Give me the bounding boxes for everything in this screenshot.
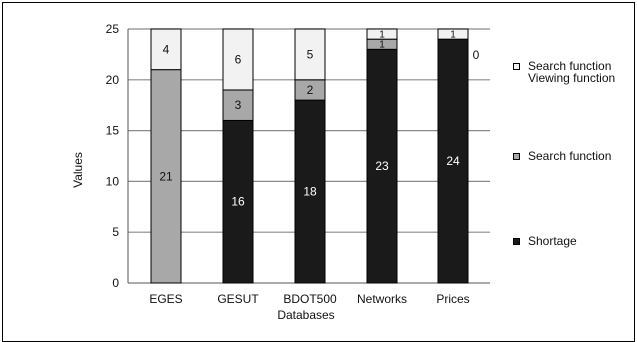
bar-segment xyxy=(294,28,326,81)
data-label: 6 xyxy=(235,52,242,66)
data-label: 3 xyxy=(235,98,242,112)
data-label: 1 xyxy=(450,30,456,41)
y-tick-label: 10 xyxy=(106,174,120,188)
data-label: 21 xyxy=(159,169,173,183)
legend-swatch xyxy=(513,238,520,245)
data-label: 0 xyxy=(473,48,480,62)
y-tick-label: 25 xyxy=(106,22,120,36)
y-tick-label: 20 xyxy=(106,73,120,87)
x-tick-label: Networks xyxy=(357,292,407,306)
stacked-bar-chart: 05101520250214EGES1636GESUT1825BDOT50023… xyxy=(71,22,490,321)
x-tick-label: Prices xyxy=(436,292,469,306)
legend-swatch xyxy=(513,153,520,160)
data-label: 16 xyxy=(231,195,245,209)
legend-label: Search function xyxy=(528,59,612,73)
y-tick-label: 15 xyxy=(106,124,120,138)
x-tick-label: BDOT500 xyxy=(283,292,337,306)
x-tick-label: GESUT xyxy=(217,292,259,306)
y-axis-title: Values xyxy=(71,152,85,188)
bar-segment xyxy=(222,28,254,91)
x-axis-title: Databases xyxy=(277,308,334,321)
data-label: 24 xyxy=(446,154,460,168)
data-label: 4 xyxy=(163,42,170,56)
data-label: 1 xyxy=(379,40,385,51)
data-label: 23 xyxy=(375,159,389,173)
y-tick-label: 0 xyxy=(112,276,119,290)
bar-segment xyxy=(437,28,469,40)
bar-segment xyxy=(222,89,254,121)
legend-label: Search function xyxy=(528,149,612,163)
bar-segment xyxy=(222,119,254,284)
data-label: 5 xyxy=(307,47,314,61)
bar-segment xyxy=(437,38,469,284)
legend-swatch xyxy=(513,63,520,70)
x-tick-label: EGES xyxy=(149,292,182,306)
bar-segment xyxy=(294,99,326,284)
legend-label: Viewing function xyxy=(528,71,616,85)
bar-segment xyxy=(150,28,182,71)
y-tick-label: 5 xyxy=(112,225,119,239)
data-label: 2 xyxy=(307,83,314,97)
data-label: 18 xyxy=(303,185,317,199)
bar-segment xyxy=(366,28,398,40)
data-label: 1 xyxy=(379,30,385,41)
legend-label: Shortage xyxy=(528,234,577,248)
bar-segment xyxy=(150,69,182,284)
